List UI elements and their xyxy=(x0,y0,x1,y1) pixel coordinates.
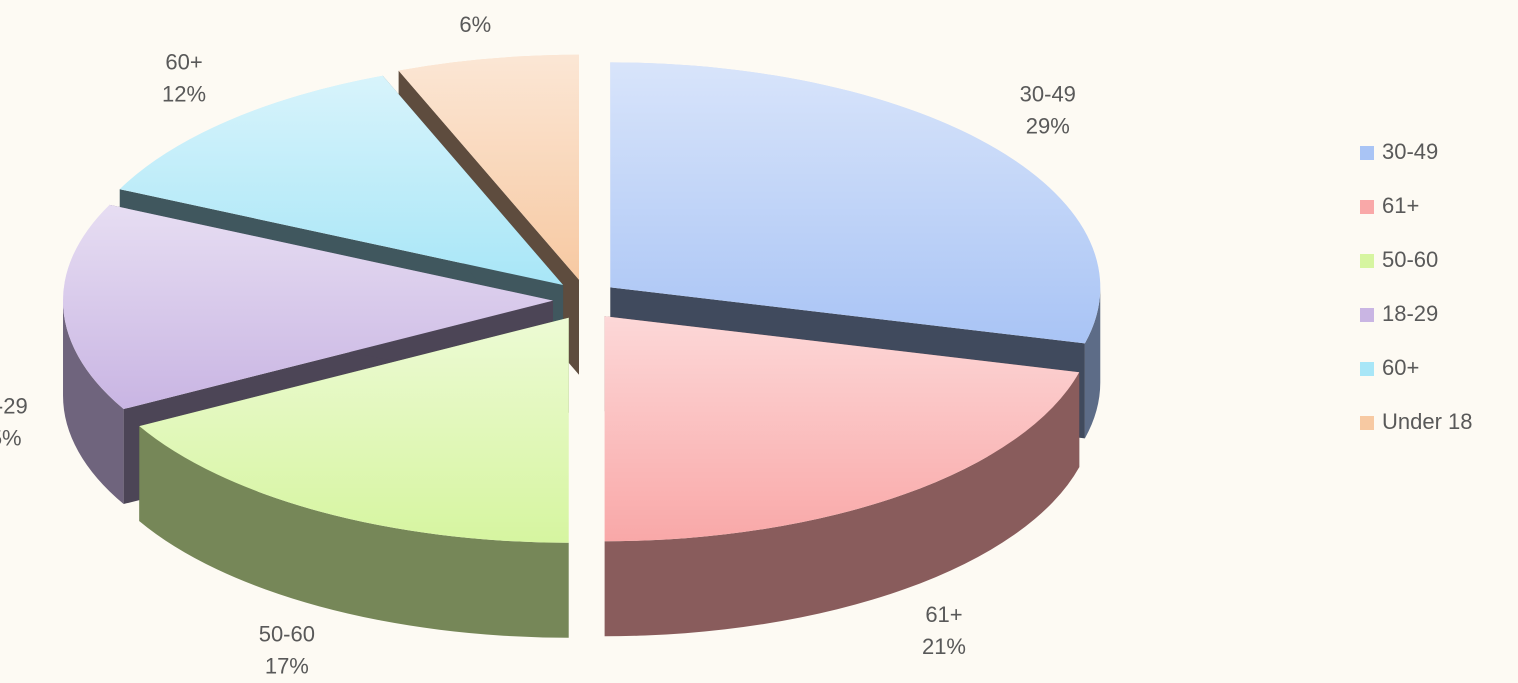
data-label-name: 30-49 xyxy=(1020,81,1076,106)
legend-swatch xyxy=(1360,362,1374,376)
data-label-name: 18-29 xyxy=(0,393,28,418)
legend-label: 61+ xyxy=(1382,193,1419,218)
data-label-value: 15% xyxy=(0,425,22,450)
slice-shine xyxy=(398,54,580,280)
slice-shine xyxy=(610,62,1101,344)
data-label-value: 12% xyxy=(162,81,206,106)
data-label-value: 6% xyxy=(459,12,491,37)
slice-shine xyxy=(63,204,554,410)
legend-swatch xyxy=(1360,308,1374,322)
data-labels: 30-49 29% 61+ 21% 50-60 17% 18-29 15% 60+ 12% Unde… xyxy=(0,0,1076,678)
slice-wall xyxy=(139,426,569,638)
data-label-name: 60+ xyxy=(165,49,202,74)
legend: 30-49 61+ 50-60 18-29 60+ Under 18 xyxy=(1360,139,1473,434)
slice-wall xyxy=(1084,287,1101,439)
data-label-value: 21% xyxy=(922,634,966,659)
slice-shine xyxy=(119,75,564,286)
pie-tops xyxy=(63,54,1101,543)
legend-label: 18-29 xyxy=(1382,301,1438,326)
legend-label: 60+ xyxy=(1382,355,1419,380)
data-label-name: 50-60 xyxy=(259,621,315,646)
legend-swatch xyxy=(1360,416,1374,430)
slice-wall xyxy=(604,372,1080,637)
data-label-value: 29% xyxy=(1026,113,1070,138)
slice-shine xyxy=(139,317,569,543)
data-label-value: 17% xyxy=(265,653,309,678)
legend-swatch xyxy=(1360,200,1374,214)
legend-swatch xyxy=(1360,146,1374,160)
legend-swatch xyxy=(1360,254,1374,268)
data-label-name: Under 18 xyxy=(430,0,521,5)
legend-label: Under 18 xyxy=(1382,409,1473,434)
slice-wall xyxy=(63,300,124,505)
data-label-name: 61+ xyxy=(925,602,962,627)
legend-label: 50-60 xyxy=(1382,247,1438,272)
slice-shine xyxy=(604,316,1080,542)
legend-label: 30-49 xyxy=(1382,139,1438,164)
